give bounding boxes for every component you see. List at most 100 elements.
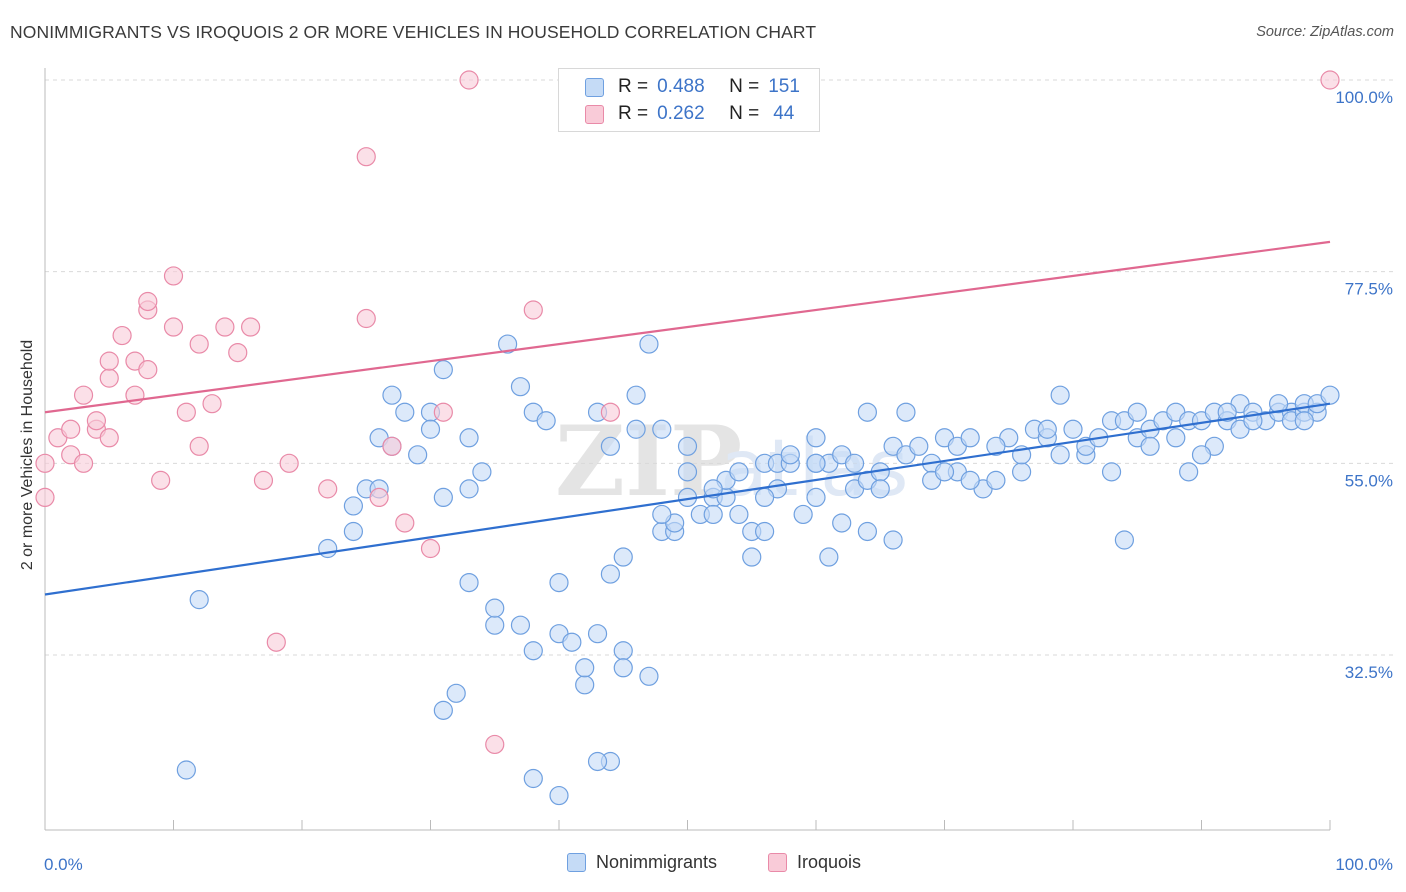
point-nonimmigrants [896,402,916,422]
point-nonimmigrants [1127,402,1147,422]
point-nonimmigrants [433,700,453,720]
point-nonimmigrants [189,590,209,610]
legend-item-nonimmigrants[interactable]: Nonimmigrants [567,852,717,873]
point-iroquois [176,402,196,422]
legend-item-iroquois[interactable]: Iroquois [768,852,861,873]
point-iroquois [485,734,505,755]
r-value: 0.488 [657,76,705,97]
point-iroquois [99,351,119,371]
point-nonimmigrants [472,462,492,482]
legend-label-iroquois: Iroquois [797,852,862,872]
point-iroquois [600,402,621,422]
stats-row-iroquois: R = 0.262 N = 44 [559,100,794,128]
point-iroquois [459,70,479,90]
point-nonimmigrants [343,521,363,542]
point-iroquois [35,487,55,508]
legend-label-nonimmigrants: Nonimmigrants [596,852,718,872]
point-nonimmigrants [549,572,569,593]
point-iroquois [356,308,376,329]
point-nonimmigrants [1063,419,1083,439]
point-nonimmigrants [613,641,633,661]
point-nonimmigrants [343,496,363,516]
point-nonimmigrants [960,428,980,448]
point-nonimmigrants [960,470,980,490]
point-iroquois [318,479,338,499]
point-nonimmigrants [754,521,775,542]
y-tick-label: 55.0% [1345,471,1393,490]
point-iroquois [138,291,158,312]
point-nonimmigrants [729,504,749,525]
point-nonimmigrants [806,487,826,508]
point-iroquois [369,487,389,508]
point-iroquois [86,411,107,431]
point-nonimmigrants [549,785,569,806]
point-nonimmigrants [1140,436,1160,456]
swatch-iroquois [585,104,604,124]
point-nonimmigrants [754,487,775,508]
point-nonimmigrants [485,598,505,618]
point-nonimmigrants [1217,402,1237,422]
point-iroquois [215,317,235,337]
point-iroquois [112,325,132,346]
point-nonimmigrants [677,436,698,456]
point-iroquois [61,419,81,439]
point-nonimmigrants [780,445,800,465]
chart-source: Source: ZipAtlas.com [1256,24,1394,40]
point-nonimmigrants [1050,385,1070,405]
point-nonimmigrants [613,658,633,678]
point-nonimmigrants [395,402,415,422]
stats-legend: R = 0.488 N = 151 R = 0.262 N = 44 [558,68,820,132]
point-iroquois [266,632,286,652]
y-axis-label: 2 or more Vehicles in Household [19,339,36,571]
point-nonimmigrants [600,564,621,584]
trendline-nonimmigrants [44,402,1331,596]
point-nonimmigrants [523,641,543,661]
point-nonimmigrants [986,436,1006,456]
point-nonimmigrants [639,666,659,686]
n-value: 151 [768,76,800,97]
point-nonimmigrants [562,632,582,652]
point-nonimmigrants [857,521,878,542]
point-iroquois [202,394,222,414]
point-iroquois [189,436,209,456]
point-iroquois [151,470,171,490]
point-iroquois [356,147,376,167]
point-nonimmigrants [729,462,749,482]
point-iroquois [163,317,184,337]
point-nonimmigrants [382,385,402,405]
point-nonimmigrants [1114,530,1135,550]
point-iroquois [35,453,55,473]
point-nonimmigrants [806,453,826,473]
point-nonimmigrants [176,760,196,780]
point-nonimmigrants [870,479,890,499]
point-nonimmigrants [934,462,955,482]
point-nonimmigrants [523,768,543,789]
point-iroquois [99,428,119,448]
chart-title: NONIMMIGRANTS VS IROQUOIS 2 OR MORE VEHI… [10,22,817,42]
point-nonimmigrants [459,428,479,448]
point-nonimmigrants [498,334,518,354]
stats-row-nonimmigrants: R = 0.488 N = 151 [559,73,800,101]
point-iroquois [73,385,94,405]
swatch-nonimmigrants [585,77,604,97]
point-nonimmigrants [1179,462,1199,482]
point-iroquois [433,402,453,422]
point-nonimmigrants [446,683,466,703]
point-nonimmigrants [1050,445,1070,465]
point-nonimmigrants [318,538,338,559]
legend-swatch-iroquois [768,853,787,872]
point-nonimmigrants [600,436,621,456]
point-nonimmigrants [433,360,453,380]
trendline-iroquois [44,240,1331,414]
point-nonimmigrants [793,504,813,525]
point-iroquois [189,334,209,354]
point-iroquois [99,368,119,388]
series-legend: Nonimmigrants Iroquois [0,852,1406,878]
point-nonimmigrants [575,658,595,678]
x-tick-label: 0.0% [44,855,83,874]
point-nonimmigrants [433,487,453,508]
point-nonimmigrants [1191,445,1212,465]
point-nonimmigrants [408,445,428,465]
y-tick-label: 100.0% [1335,88,1393,107]
